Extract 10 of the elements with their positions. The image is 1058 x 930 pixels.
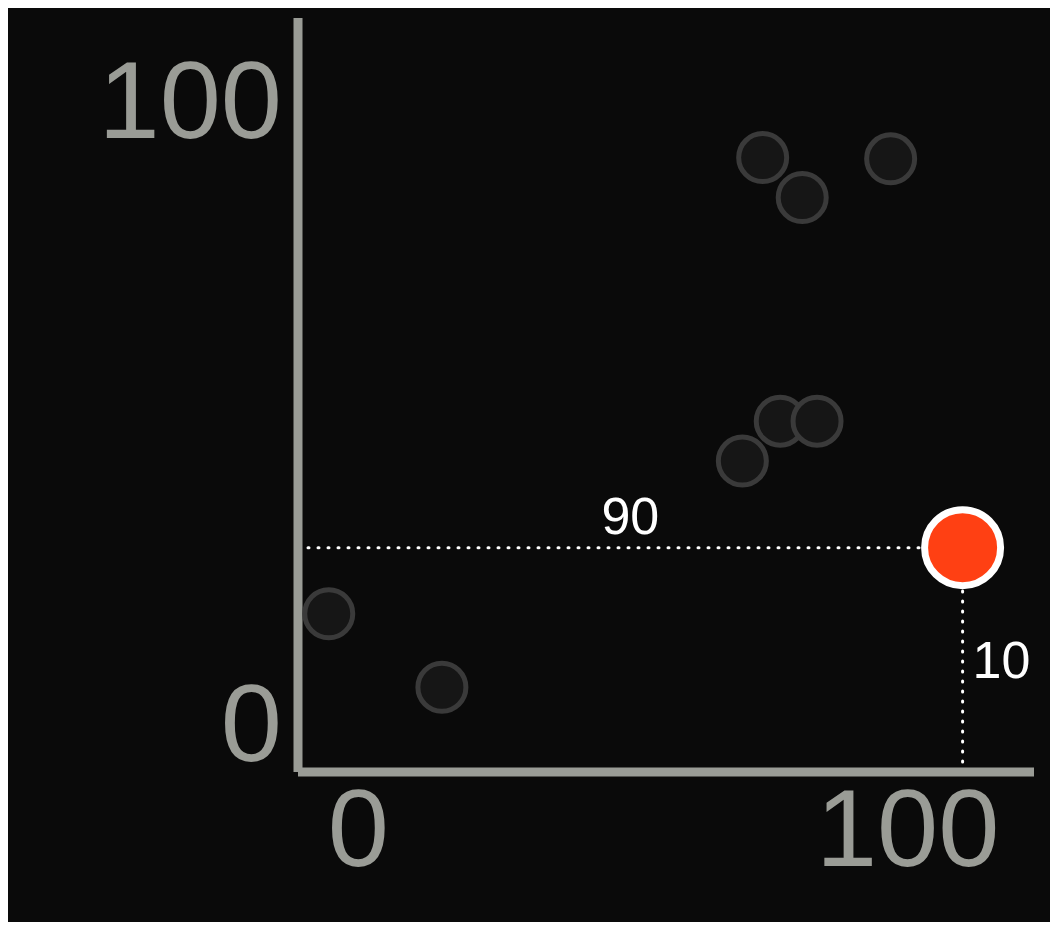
point [302, 587, 356, 641]
point [415, 660, 469, 714]
point [775, 170, 829, 224]
point [736, 131, 790, 185]
annotation: 90 [601, 486, 660, 545]
point [715, 434, 769, 488]
annotation: 10 [972, 631, 1031, 690]
point [921, 506, 1005, 590]
point [864, 132, 918, 186]
point [790, 394, 844, 448]
